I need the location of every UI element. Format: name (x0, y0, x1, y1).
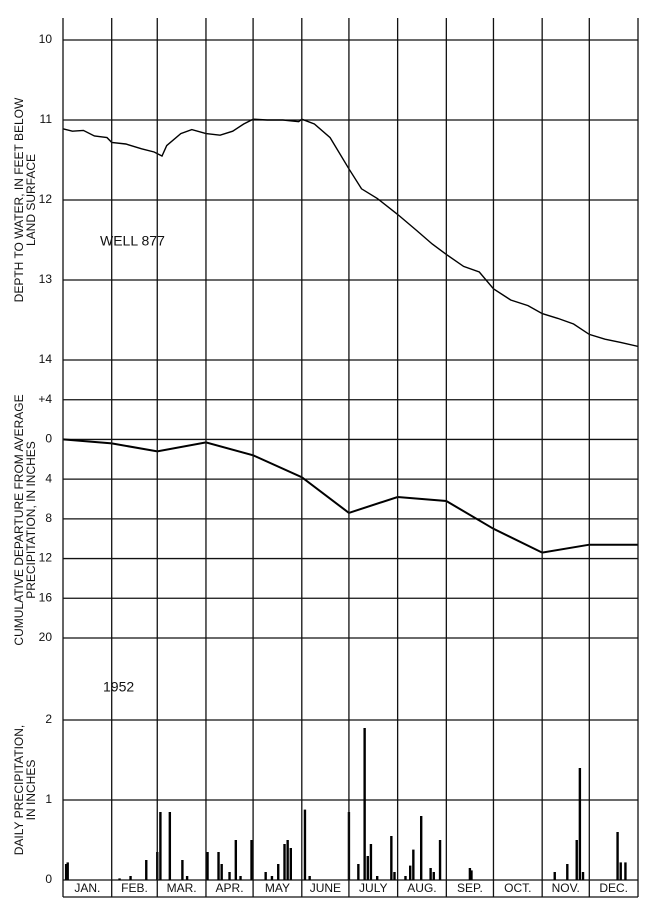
y-tick-label: 12 (39, 551, 53, 565)
bar (118, 878, 121, 880)
bar (468, 868, 472, 880)
y-tick-label: +4 (38, 392, 52, 406)
y-axis-label: LAND SURFACE (24, 154, 38, 246)
y-axis-label: PRECIPITATION, IN INCHES (24, 441, 38, 599)
y-tick-label: 16 (39, 590, 53, 604)
y-tick-label: 13 (39, 272, 53, 286)
bar (250, 840, 253, 880)
bar (206, 852, 209, 880)
bar (239, 876, 242, 880)
y-tick-label: 8 (45, 511, 52, 525)
bar (228, 872, 231, 880)
bar (66, 862, 69, 880)
x-tick-label: JUNE (310, 881, 341, 895)
y-tick-label: 1 (45, 792, 52, 806)
y-axis-label: IN INCHES (24, 760, 38, 821)
y-tick-label: 0 (45, 432, 52, 446)
bar (429, 868, 432, 880)
x-tick-label: JULY (359, 881, 387, 895)
annotation: 1952 (103, 679, 134, 695)
bar (366, 856, 369, 880)
y-axis-label: DEPTH TO WATER, IN FEET BELOW (12, 97, 26, 302)
y-axis-label: CUMULATIVE DEPARTURE FROM AVERAGE (12, 394, 26, 645)
bar (566, 864, 569, 880)
bar (553, 872, 556, 880)
y-tick-label: 4 (45, 471, 52, 485)
bar (393, 872, 396, 880)
bar (357, 864, 360, 880)
bar (264, 872, 267, 880)
bar (217, 852, 220, 880)
x-tick-label: NOV. (552, 881, 580, 895)
x-tick-label: MAR. (167, 881, 197, 895)
bar (159, 812, 162, 880)
bar (581, 872, 585, 880)
bar (289, 848, 293, 880)
bar (181, 860, 184, 880)
x-tick-label: MAY (265, 881, 290, 895)
bar (303, 809, 307, 880)
x-tick-label: JAN. (74, 881, 100, 895)
bar (308, 876, 311, 880)
bar (390, 836, 393, 880)
y-tick-label: 2 (45, 712, 52, 726)
bar (578, 768, 582, 880)
bar (432, 872, 435, 880)
bar (286, 840, 289, 880)
bar (220, 864, 223, 880)
x-tick-label: SEP. (457, 881, 483, 895)
bar (185, 876, 189, 880)
x-tick-label: FEB. (121, 881, 148, 895)
bar (277, 864, 280, 880)
bar (363, 728, 366, 880)
bar (270, 876, 274, 880)
y-tick-label: 10 (39, 32, 53, 46)
x-tick-label: APR. (216, 881, 244, 895)
bar (412, 849, 415, 880)
y-axis-label: DAILY PRECIPITATION, (12, 725, 26, 855)
bar (470, 870, 473, 880)
bar (575, 840, 578, 880)
x-tick-label: OCT. (504, 881, 531, 895)
bar (408, 865, 412, 880)
bar (616, 832, 619, 880)
y-tick-label: 20 (39, 630, 53, 644)
bar (404, 876, 407, 880)
y-tick-label: 0 (45, 872, 52, 886)
bar (168, 812, 172, 880)
bar (145, 860, 148, 880)
bar (64, 864, 68, 880)
y-tick-label: 12 (39, 192, 53, 206)
bar (619, 862, 622, 880)
y-tick-label: 14 (39, 352, 53, 366)
x-tick-label: AUG. (407, 881, 436, 895)
bar (129, 876, 132, 880)
bar (283, 844, 286, 880)
annotation: WELL 877 (100, 233, 165, 249)
bar (376, 876, 379, 880)
x-tick-label: DEC. (599, 881, 628, 895)
bar (234, 840, 238, 880)
bar (438, 840, 442, 880)
y-tick-label: 11 (40, 112, 53, 126)
bar (369, 844, 373, 880)
bar (419, 816, 423, 880)
bar (624, 862, 627, 880)
